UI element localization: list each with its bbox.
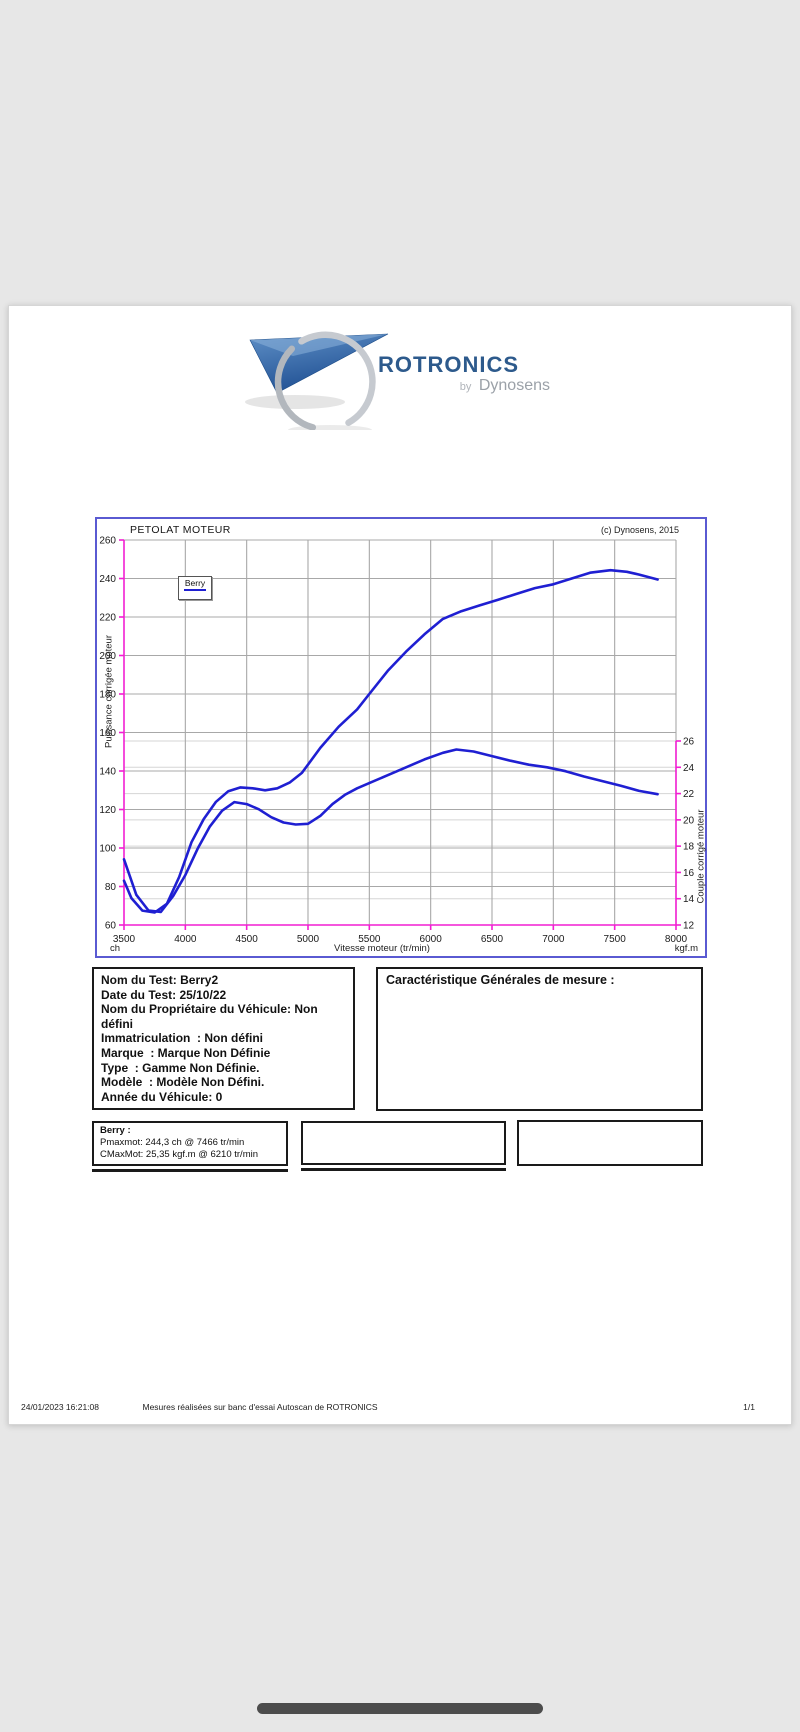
legend-series-label: Berry	[184, 578, 206, 588]
footer-caption: Mesures réalisées sur banc d'essai Autos…	[142, 1402, 378, 1412]
chart-legend: Berry	[178, 576, 212, 600]
series-curves	[122, 568, 659, 914]
svg-text:3500: 3500	[113, 934, 136, 945]
test-info-line: Type : Gamme Non Définie.	[101, 1060, 260, 1075]
svg-text:14: 14	[683, 894, 695, 905]
dyno-chart: PETOLAT MOTEUR (c) Dynosens, 2015 60 80 10…	[95, 517, 707, 958]
characteristics-title: Caractéristique Générales de mesure :	[386, 973, 615, 987]
test-info-line: Nom du Test: Berry2	[101, 973, 219, 987]
svg-text:8000: 8000	[665, 934, 688, 945]
results-box-berry: Berry : Pmaxmot: 244,3 ch @ 7466 tr/min C…	[92, 1121, 288, 1166]
svg-text:5500: 5500	[358, 934, 381, 945]
y-axis-left-title: Puissance corrigée moteur	[103, 635, 115, 748]
home-indicator[interactable]	[257, 1703, 543, 1714]
svg-text:220: 220	[99, 613, 116, 624]
test-info-line: Nom du Propriétaire du Véhicule: Non déf…	[101, 1002, 322, 1031]
results-box-empty-1-underline	[301, 1168, 506, 1171]
svg-text:100: 100	[99, 844, 116, 855]
svg-text:60: 60	[105, 921, 117, 932]
svg-text:20: 20	[683, 815, 695, 826]
svg-text:16: 16	[683, 868, 695, 879]
svg-text:5000: 5000	[297, 934, 320, 945]
tick-labels: 60 80 100 120 140 160 180 200 220 240 260 3500 4000 4…	[99, 536, 694, 946]
footer-page-number: 1/1	[743, 1402, 755, 1412]
torque-curve	[122, 748, 659, 914]
results-title: Berry :	[100, 1125, 131, 1136]
results-box-empty-1	[301, 1121, 506, 1165]
svg-text:18: 18	[683, 842, 695, 853]
page-footer: 24/01/2023 16:21:08 Mesures réalisées su…	[9, 1402, 791, 1416]
svg-text:7500: 7500	[604, 934, 627, 945]
test-info-line: Date du Test: 25/10/22	[101, 987, 227, 1002]
power-curve	[122, 568, 659, 914]
x-axis-title: Vitesse moteur (tr/min)	[334, 943, 430, 954]
svg-text:4500: 4500	[236, 934, 259, 945]
rotronics-logo: ROTRONICS by Dynosens	[235, 318, 565, 435]
results-box-empty-2	[517, 1120, 703, 1166]
chart-title: PETOLAT MOTEUR	[130, 524, 231, 536]
svg-text:140: 140	[99, 767, 116, 778]
gridlines-left-axis	[124, 539, 677, 925]
svg-text:6500: 6500	[481, 934, 504, 945]
footer-datetime: 24/01/2023 16:21:08	[21, 1402, 99, 1412]
svg-text:12: 12	[683, 921, 695, 932]
logo-brand-text: ROTRONICS	[378, 352, 519, 377]
y-axis-right-title: Couple corrigé moteur	[695, 809, 707, 904]
document-page: ROTRONICS by Dynosens PETOLAT MOTEUR (c)…	[8, 305, 792, 1425]
svg-text:180: 180	[99, 690, 116, 701]
svg-text:200: 200	[99, 651, 116, 662]
svg-text:260: 260	[99, 536, 116, 547]
test-info-line: Année du Véhicule: 0	[101, 1089, 223, 1104]
svg-text:4000: 4000	[174, 934, 197, 945]
gridlines-right-axis	[124, 740, 676, 900]
y-left-unit-label: ch	[110, 943, 121, 954]
result-line: CMaxMot: 25,35 kgf.m @ 6210 tr/min	[100, 1149, 259, 1160]
y-right-unit-label: kgf.m	[674, 943, 698, 954]
logo-mark-icon: ROTRONICS by Dynosens	[245, 331, 550, 435]
test-info-box: Nom du Test: Berry2 Date du Test: 25/10/2…	[92, 967, 355, 1110]
test-info-line: Marque : Marque Non Définie	[101, 1045, 271, 1060]
svg-text:240: 240	[99, 574, 116, 585]
legend-series-color-line	[184, 589, 206, 591]
test-info-line: Immatriculation : Non défini	[101, 1031, 264, 1046]
characteristics-box: Caractéristique Générales de mesure :	[376, 967, 703, 1111]
results-box-berry-underline	[92, 1169, 288, 1172]
svg-text:160: 160	[99, 728, 116, 739]
svg-text:22: 22	[683, 789, 695, 800]
svg-text:6000: 6000	[420, 934, 443, 945]
svg-text:120: 120	[99, 805, 116, 816]
svg-text:26: 26	[683, 737, 695, 748]
chart-copyright: (c) Dynosens, 2015	[600, 525, 679, 535]
test-info-line: Modèle : Modèle Non Défini.	[101, 1075, 265, 1090]
chart-plot: 60 80 100 120 140 160 180 200 220 240 260 3500 4000 4…	[99, 536, 694, 946]
svg-text:80: 80	[105, 882, 117, 893]
result-line: Pmaxmot: 244,3 ch @ 7466 tr/min	[100, 1137, 245, 1148]
logo-subbrand-text: by Dynosens	[460, 377, 550, 394]
svg-text:7000: 7000	[542, 934, 565, 945]
svg-text:24: 24	[683, 763, 695, 774]
